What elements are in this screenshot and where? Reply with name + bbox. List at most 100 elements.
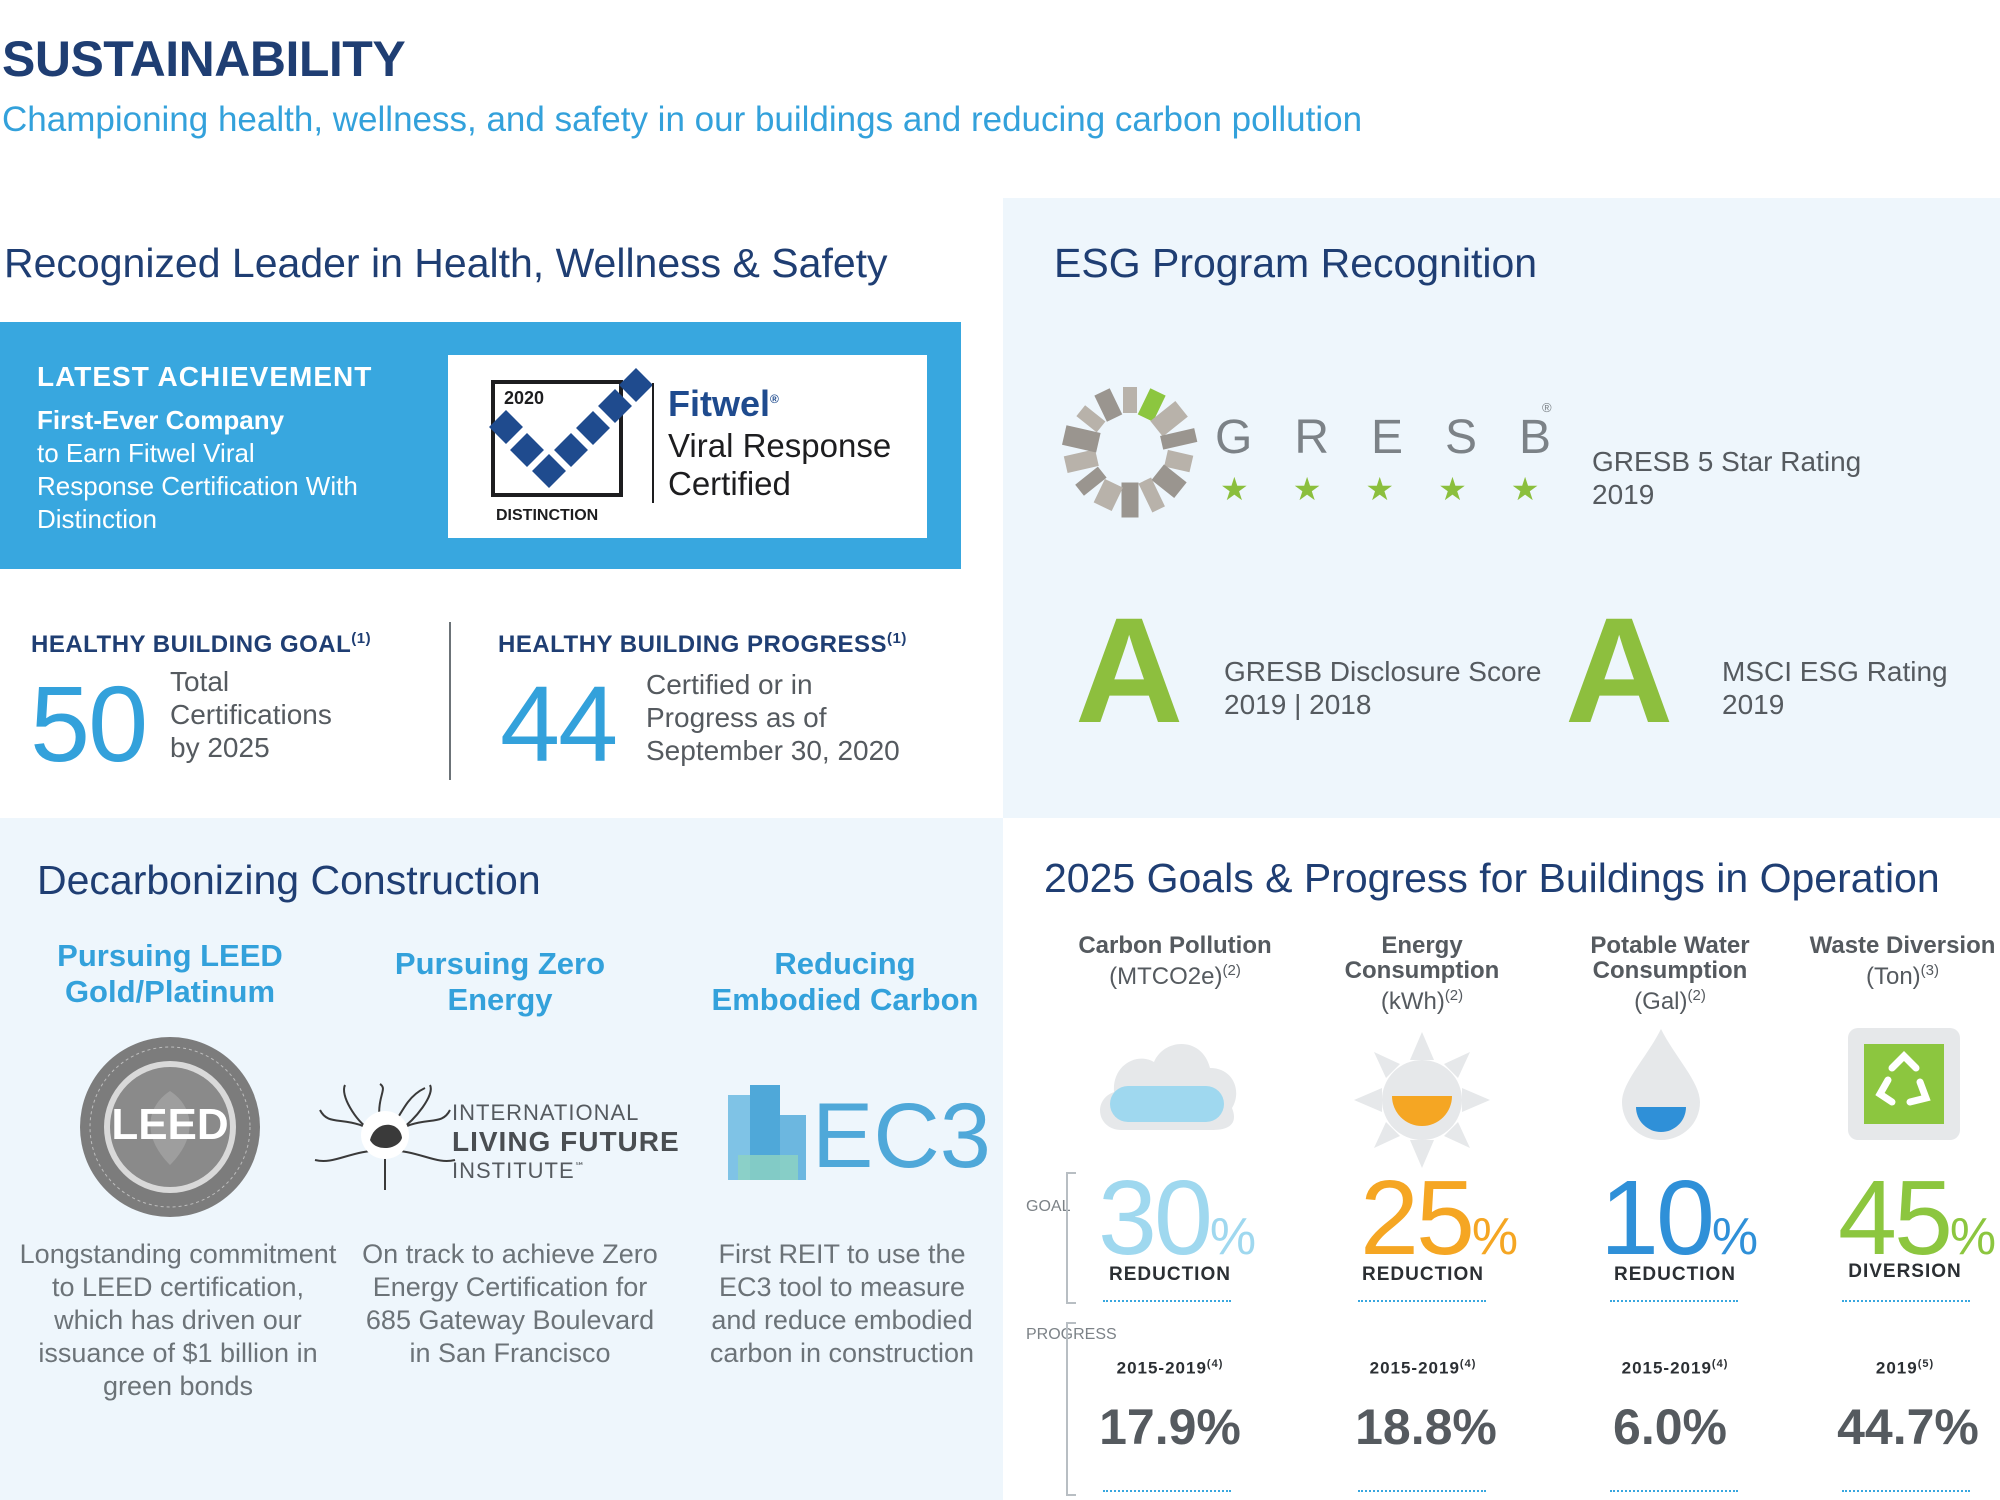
goal-col-carbon-note: (2) — [1222, 962, 1241, 979]
gresb-disclosure: GRESB Disclosure Score 2019 | 2018 — [1224, 655, 1541, 721]
goal-col-energy-unit: (kWh) — [1380, 988, 1445, 1015]
zero-energy-title: Pursuing Zero Energy — [394, 946, 606, 1017]
gresb-ring-segment — [1093, 478, 1123, 512]
gresb-ring-segment — [1062, 425, 1101, 453]
goal-col-waste-name: Waste Diversion — [1809, 932, 1996, 959]
progress-value: 44 — [500, 663, 618, 784]
gresb-ring-segment — [1075, 466, 1107, 496]
fitwel-brand-name: Fitwel — [668, 383, 771, 424]
gresb-reg: ® — [1542, 400, 1552, 415]
progress-side-label: PROGRESS — [1026, 1326, 1117, 1343]
ilfi-line3: INSTITUTE℠ — [452, 1158, 586, 1184]
leed-desc: Longstanding commitment to LEED certific… — [19, 1239, 337, 1401]
achievement-text: First-Ever Company to Earn Fitwel Viral … — [37, 404, 367, 536]
ilfi-line1: INTERNATIONAL — [452, 1100, 640, 1125]
esg-heading: ESG Program Recognition — [1054, 240, 1538, 286]
goal-col-water-name: Potable Water Consumption — [1590, 932, 1750, 984]
goal-col-water-dots — [1610, 1300, 1738, 1302]
cloud-icon — [1100, 1043, 1237, 1130]
leed-logo-text: LEED — [111, 1100, 229, 1149]
goal-col-energy-dots — [1358, 1300, 1486, 1302]
goal-col-waste-number: 45 — [1838, 1159, 1953, 1277]
leed-title: Pursuing LEED Gold/Platinum — [57, 938, 283, 1009]
goal-note: (1) — [351, 630, 372, 647]
goal-col-waste-dots — [1842, 1300, 1970, 1302]
gresb-ring-segment — [1121, 482, 1139, 518]
goal-col-carbon-period-note: (4) — [1206, 1358, 1224, 1370]
goal-desc: Total Certifications by 2025 — [170, 666, 332, 763]
ec3-buildings-icon — [728, 1085, 806, 1180]
achievement-body: to Earn Fitwel Viral Response Certificat… — [37, 438, 358, 534]
goal-col-energy-period-text: 2015-2019 — [1369, 1358, 1460, 1378]
goal-col-energy-name: Energy Consumption — [1344, 932, 1500, 984]
msci-rating-year: 2019 — [1722, 689, 1785, 720]
fitwel-brand: Fitwel® — [668, 383, 779, 425]
goal-col-energy-label: REDUCTION — [1362, 1264, 1484, 1285]
gresb-star-rating-label: GRESB 5 Star Rating — [1592, 446, 1862, 477]
fitwel-distinction: DISTINCTION — [496, 507, 599, 524]
goal-col-energy-head: Energy Consumption (kWh)(2) — [1322, 933, 1522, 1014]
gresb-star-rating: GRESB 5 Star Rating 2019 — [1592, 445, 1861, 511]
msci-rating-label: MSCI ESG Rating — [1722, 656, 1948, 687]
progress-note: (1) — [886, 630, 907, 647]
water-drop-icon — [1622, 1029, 1700, 1140]
embodied-carbon-desc: First REIT to use the EC3 tool to measur… — [709, 1239, 975, 1368]
goal-col-water-head: Potable Water Consumption (Gal)(2) — [1570, 933, 1770, 1014]
ilfi-line3-text: INSTITUTE — [452, 1158, 575, 1183]
goal-col-waste-period-text: 2019 — [1875, 1358, 1918, 1378]
goal-col-energy-period-note: (4) — [1459, 1358, 1477, 1370]
ilfi-tree-icon — [314, 1083, 456, 1190]
goal-col-water-number: 10 — [1600, 1159, 1715, 1277]
goal-col-energy-value: 25% — [1360, 1165, 1518, 1271]
gresb-ring-segment — [1138, 477, 1165, 513]
achievement-bold: First-Ever Company — [37, 405, 285, 435]
goal-col-water-period-note: (4) — [1711, 1358, 1729, 1370]
fitwel-year: 2020 — [504, 388, 545, 408]
fitwel-checkmark-icon — [489, 368, 654, 526]
gresb-disclosure-grade: A — [1075, 586, 1184, 754]
goal-col-water-pct: % — [1711, 1208, 1759, 1266]
embodied-carbon-title: Reducing Embodied Carbon — [711, 946, 979, 1017]
goal-col-water-period: 2015-2019(4) — [1595, 1358, 1755, 1379]
gresb-ring-segment — [1094, 388, 1123, 422]
fitwel-reg: ® — [770, 392, 779, 406]
goal-col-water-dots-bottom — [1610, 1490, 1738, 1492]
goal-col-water-value: 10% — [1600, 1165, 1758, 1271]
goal-col-waste-period-note: (5) — [1917, 1358, 1935, 1370]
progress-label-text: HEALTHY BUILDING PROGRESS — [498, 631, 887, 658]
gresb-ring-segment — [1063, 449, 1099, 473]
gresb-ring-segment — [1137, 388, 1166, 422]
gresb-disclosure-label: GRESB Disclosure Score — [1224, 656, 1542, 687]
goal-col-carbon-label: REDUCTION — [1109, 1264, 1231, 1285]
gresb-ring-segment — [1123, 387, 1137, 413]
goal-col-carbon-unit: (MTCO2e) — [1109, 963, 1223, 990]
decarb-heading: Decarbonizing Construction — [37, 857, 541, 903]
goal-col-waste-pct: % — [1949, 1208, 1997, 1266]
page-subtitle: Championing health, wellness, and safety… — [2, 100, 1363, 139]
achievement-label: LATEST ACHIEVEMENT — [37, 361, 373, 392]
sun-icon — [1354, 1032, 1490, 1168]
goal-col-waste-period: 2019(5) — [1830, 1358, 1980, 1379]
goal-col-energy-note: (2) — [1444, 987, 1464, 1004]
gresb-disclosure-years: 2019 | 2018 — [1224, 689, 1372, 720]
goal-col-carbon-name: Carbon Pollution — [1078, 932, 1272, 959]
esg-panel — [1003, 198, 2000, 818]
goal-col-waste-label: DIVERSION — [1848, 1261, 1962, 1282]
goal-col-energy-number: 25 — [1360, 1159, 1475, 1277]
gresb-star-rating-year: 2019 — [1592, 479, 1655, 510]
gresb-ring-icon — [1062, 387, 1198, 518]
page-title: SUSTAINABILITY — [2, 31, 406, 87]
goal-col-water-label: REDUCTION — [1614, 1264, 1736, 1285]
goal-col-waste-dots-bottom — [1842, 1490, 1970, 1492]
goal-col-carbon-dots — [1103, 1300, 1231, 1302]
goal-col-waste-head: Waste Diversion (Ton)(3) — [1805, 933, 2000, 989]
goal-col-energy-dots-bottom — [1358, 1490, 1486, 1492]
fitwel-badge: 2020 DISTINCTION Fitwel® Viral Response … — [448, 355, 927, 538]
gresb-ring-segment — [1164, 449, 1194, 473]
goal-bracket — [1066, 1172, 1076, 1304]
goal-col-carbon-period: 2015-2019(4) — [1090, 1358, 1250, 1379]
stat-divider — [449, 622, 451, 780]
goal-col-waste-value: 45% — [1838, 1165, 1996, 1271]
gresb-ring-segment — [1160, 428, 1198, 450]
goal-col-carbon-dots-bottom — [1103, 1490, 1231, 1492]
